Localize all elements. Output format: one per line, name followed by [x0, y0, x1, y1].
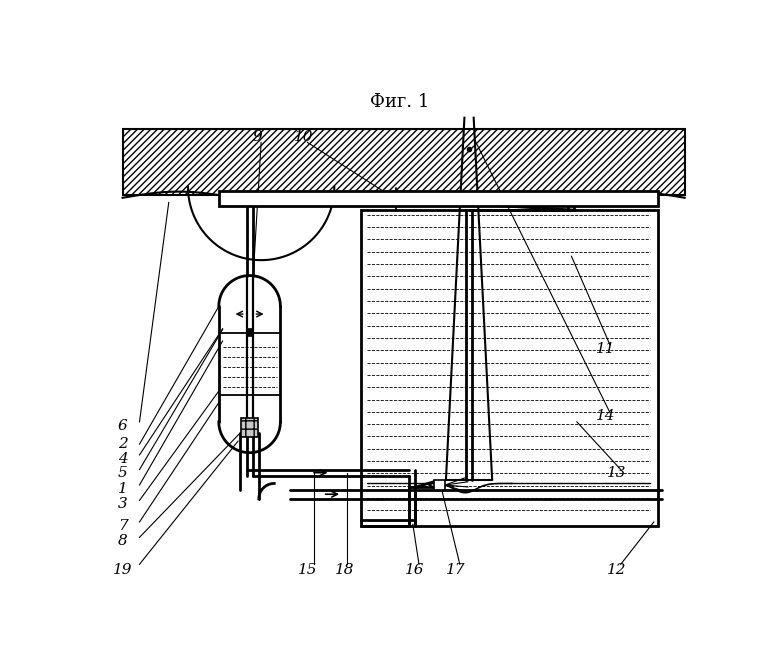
Text: 10: 10 [294, 130, 314, 144]
Text: 5: 5 [118, 467, 127, 480]
Text: 12: 12 [607, 564, 626, 578]
Text: 16: 16 [406, 564, 425, 578]
Text: 2: 2 [118, 437, 127, 451]
Text: 14: 14 [597, 409, 616, 424]
Text: 1: 1 [118, 482, 127, 496]
Bar [434, 480, 445, 490]
Text: 3: 3 [118, 497, 127, 512]
Text: 11: 11 [597, 342, 616, 356]
Text: 15: 15 [298, 564, 317, 578]
Text: 7: 7 [118, 519, 127, 533]
Polygon shape [122, 129, 685, 195]
Text: 18: 18 [335, 564, 354, 578]
Bar [246, 329, 253, 335]
Text: 4: 4 [118, 452, 127, 466]
Text: 6: 6 [118, 418, 127, 433]
Text: Фиг. 1: Фиг. 1 [370, 93, 430, 112]
Bar [361, 210, 658, 526]
Text: 13: 13 [607, 467, 626, 480]
Bar [241, 418, 258, 438]
Bar [219, 191, 658, 206]
Text: 17: 17 [446, 564, 466, 578]
Text: 9: 9 [253, 130, 262, 144]
Text: 8: 8 [118, 534, 127, 548]
Text: 19: 19 [113, 564, 133, 578]
